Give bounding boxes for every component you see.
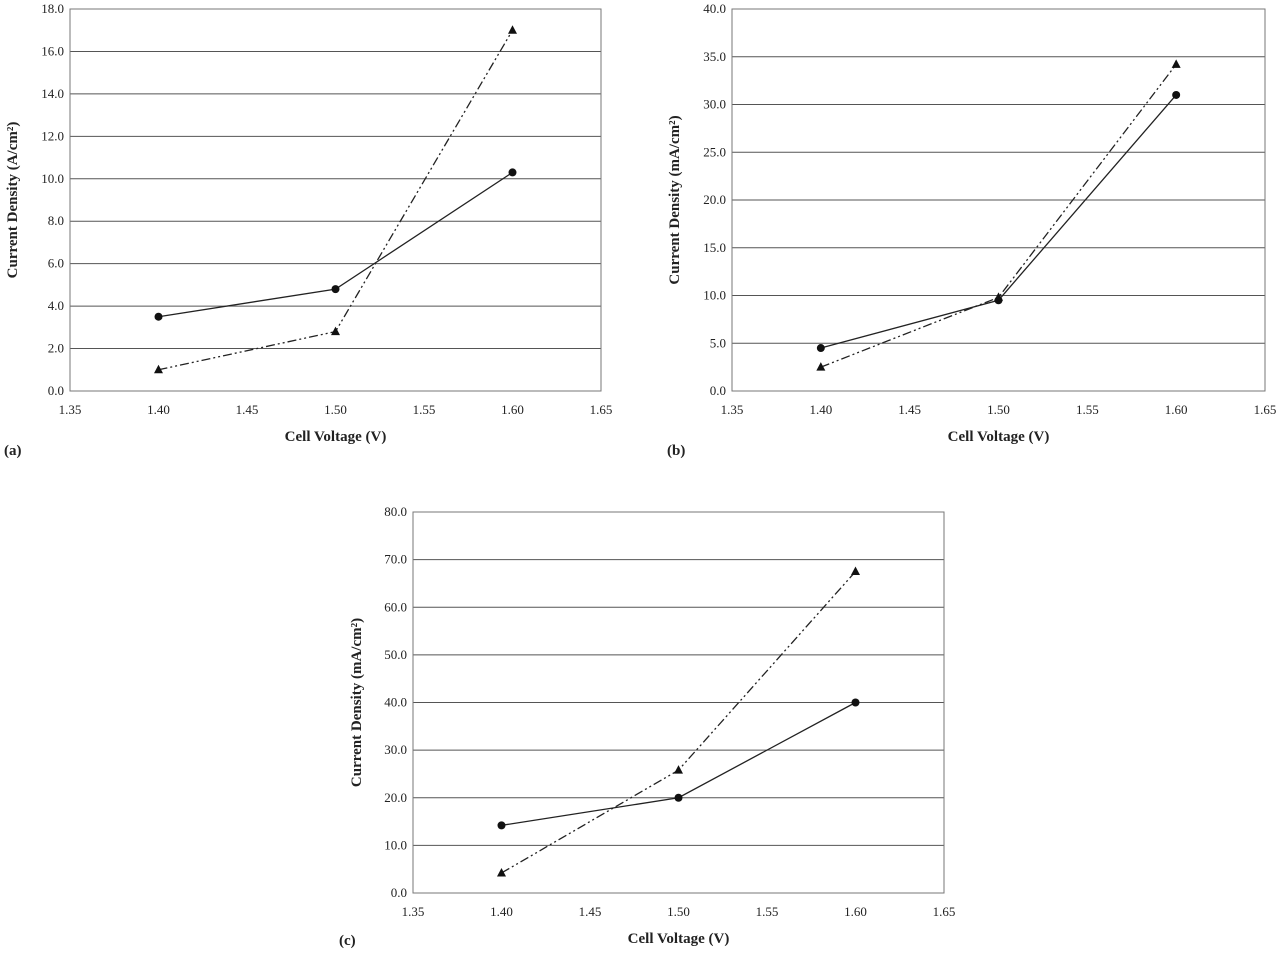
y-tick-label-a-1: 2.0 bbox=[48, 341, 64, 356]
x-tick-label-a-5: 1.60 bbox=[501, 402, 524, 417]
panel-label-a: (a) bbox=[4, 443, 22, 459]
y-tick-label-b-5: 25.0 bbox=[703, 144, 726, 159]
y-tick-label-b-2: 10.0 bbox=[703, 288, 726, 303]
y-tick-label-a-0: 0.0 bbox=[48, 383, 64, 398]
x-tick-label-a-6: 1.65 bbox=[590, 402, 613, 417]
plot-frame-a bbox=[69, 8, 602, 392]
x-tick-label-c-2: 1.45 bbox=[579, 904, 602, 919]
x-tick-label-a-2: 1.45 bbox=[236, 402, 259, 417]
y-tick-label-c-6: 60.0 bbox=[384, 599, 407, 614]
x-axis-label-b: Cell Voltage (V) bbox=[948, 429, 1050, 445]
x-tick-label-b-6: 1.65 bbox=[1254, 402, 1277, 417]
panel-c: 0.0 10.0 20.0 30.0 40.0 50.0 60.0 70.0 80.0 1.35 1… bbox=[339, 504, 955, 949]
point-b-circle-2 bbox=[1172, 90, 1181, 99]
point-a-triangle-0 bbox=[154, 364, 163, 374]
x-tick-label-b-5: 1.60 bbox=[1165, 402, 1188, 417]
y-axis-label-b: Current Density (mA/cm²) bbox=[667, 115, 683, 284]
y-tick-label-c-8: 80.0 bbox=[384, 504, 407, 519]
plot-frame-c bbox=[412, 511, 945, 894]
point-c-triangle-0 bbox=[497, 867, 506, 877]
y-tick-label-a-3: 6.0 bbox=[48, 256, 64, 271]
x-tick-label-c-0: 1.35 bbox=[402, 904, 425, 919]
y-tick-label-b-8: 40.0 bbox=[703, 1, 726, 16]
series-line-c-triangle bbox=[501, 571, 856, 874]
point-a-circle-2 bbox=[508, 168, 517, 177]
point-a-triangle-2 bbox=[508, 25, 517, 34]
x-tick-label-b-2: 1.45 bbox=[898, 402, 921, 417]
x-tick-label-b-0: 1.35 bbox=[721, 402, 744, 417]
point-b-triangle-0 bbox=[816, 362, 826, 371]
y-tick-label-c-7: 70.0 bbox=[384, 552, 407, 567]
x-tick-label-a-3: 1.50 bbox=[324, 402, 347, 417]
y-tick-label-c-1: 10.0 bbox=[384, 837, 407, 852]
x-tick-label-c-5: 1.60 bbox=[844, 904, 867, 919]
point-b-triangle-1 bbox=[994, 292, 1003, 301]
point-c-circle-2 bbox=[851, 698, 860, 707]
y-tick-label-a-8: 16.0 bbox=[41, 43, 64, 58]
y-tick-label-c-4: 40.0 bbox=[384, 695, 407, 710]
point-a-circle-1 bbox=[331, 285, 340, 294]
y-tick-label-a-9: 18.0 bbox=[41, 1, 64, 16]
y-tick-label-c-0: 0.0 bbox=[391, 885, 407, 900]
y-tick-label-a-4: 8.0 bbox=[48, 213, 64, 228]
y-tick-label-c-3: 30.0 bbox=[384, 742, 407, 757]
point-a-triangle-1 bbox=[331, 326, 340, 336]
y-tick-label-a-6: 12.0 bbox=[41, 128, 64, 143]
y-tick-label-c-2: 20.0 bbox=[384, 790, 407, 805]
y-tick-label-c-5: 50.0 bbox=[384, 647, 407, 662]
panel-b: 0.0 5.0 10.0 15.0 20.0 25.0 30.0 35.0 40.0 1.35 1.… bbox=[667, 1, 1276, 459]
point-b-triangle-2 bbox=[1171, 59, 1181, 68]
point-b-circle-0 bbox=[816, 344, 825, 353]
panel-label-b: (b) bbox=[667, 443, 685, 459]
y-axis-label-c: Current Density (mA/cm²) bbox=[349, 618, 365, 787]
point-c-circle-1 bbox=[674, 793, 683, 802]
x-tick-label-a-4: 1.55 bbox=[413, 402, 436, 417]
series-line-c-circle bbox=[501, 701, 856, 827]
x-tick-label-a-1: 1.40 bbox=[147, 402, 170, 417]
x-tick-label-c-3: 1.50 bbox=[667, 904, 690, 919]
y-axis-label-a: Current Density (A/cm²) bbox=[5, 122, 21, 279]
x-tick-label-c-4: 1.55 bbox=[756, 904, 779, 919]
point-c-circle-0 bbox=[497, 821, 506, 830]
y-tick-label-b-4: 20.0 bbox=[703, 192, 726, 207]
panel-a: 0.0 2.0 4.0 6.0 8.0 10.0 12.0 14.0 16.0 18.0 1.35 1… bbox=[4, 1, 612, 459]
x-tick-label-a-0: 1.35 bbox=[59, 402, 82, 417]
y-tick-label-b-6: 30.0 bbox=[703, 97, 726, 112]
x-tick-label-b-1: 1.40 bbox=[809, 402, 832, 417]
x-tick-label-c-6: 1.65 bbox=[933, 904, 956, 919]
series-line-a-circle bbox=[158, 171, 513, 318]
point-c-triangle-1 bbox=[674, 765, 683, 774]
x-axis-label-c: Cell Voltage (V) bbox=[628, 931, 730, 947]
point-c-triangle-2 bbox=[851, 566, 860, 576]
point-a-circle-0 bbox=[154, 312, 163, 321]
y-tick-label-b-1: 5.0 bbox=[710, 335, 726, 350]
x-tick-label-c-1: 1.40 bbox=[490, 904, 513, 919]
panel-label-c: (c) bbox=[339, 933, 356, 949]
y-tick-label-a-5: 10.0 bbox=[41, 171, 64, 186]
series-line-a-triangle bbox=[158, 29, 514, 371]
x-tick-label-b-4: 1.55 bbox=[1076, 402, 1099, 417]
y-tick-label-a-7: 14.0 bbox=[41, 86, 64, 101]
plot-frame-b bbox=[731, 8, 1266, 392]
series-line-b-triangle bbox=[820, 63, 1177, 368]
x-tick-label-b-3: 1.50 bbox=[987, 402, 1010, 417]
y-tick-label-a-2: 4.0 bbox=[48, 298, 64, 313]
series-line-b-circle bbox=[820, 94, 1177, 349]
y-tick-label-b-7: 35.0 bbox=[703, 49, 726, 64]
y-tick-label-b-0: 0.0 bbox=[710, 383, 726, 398]
x-axis-label-a: Cell Voltage (V) bbox=[285, 429, 387, 445]
y-tick-label-b-3: 15.0 bbox=[703, 240, 726, 255]
